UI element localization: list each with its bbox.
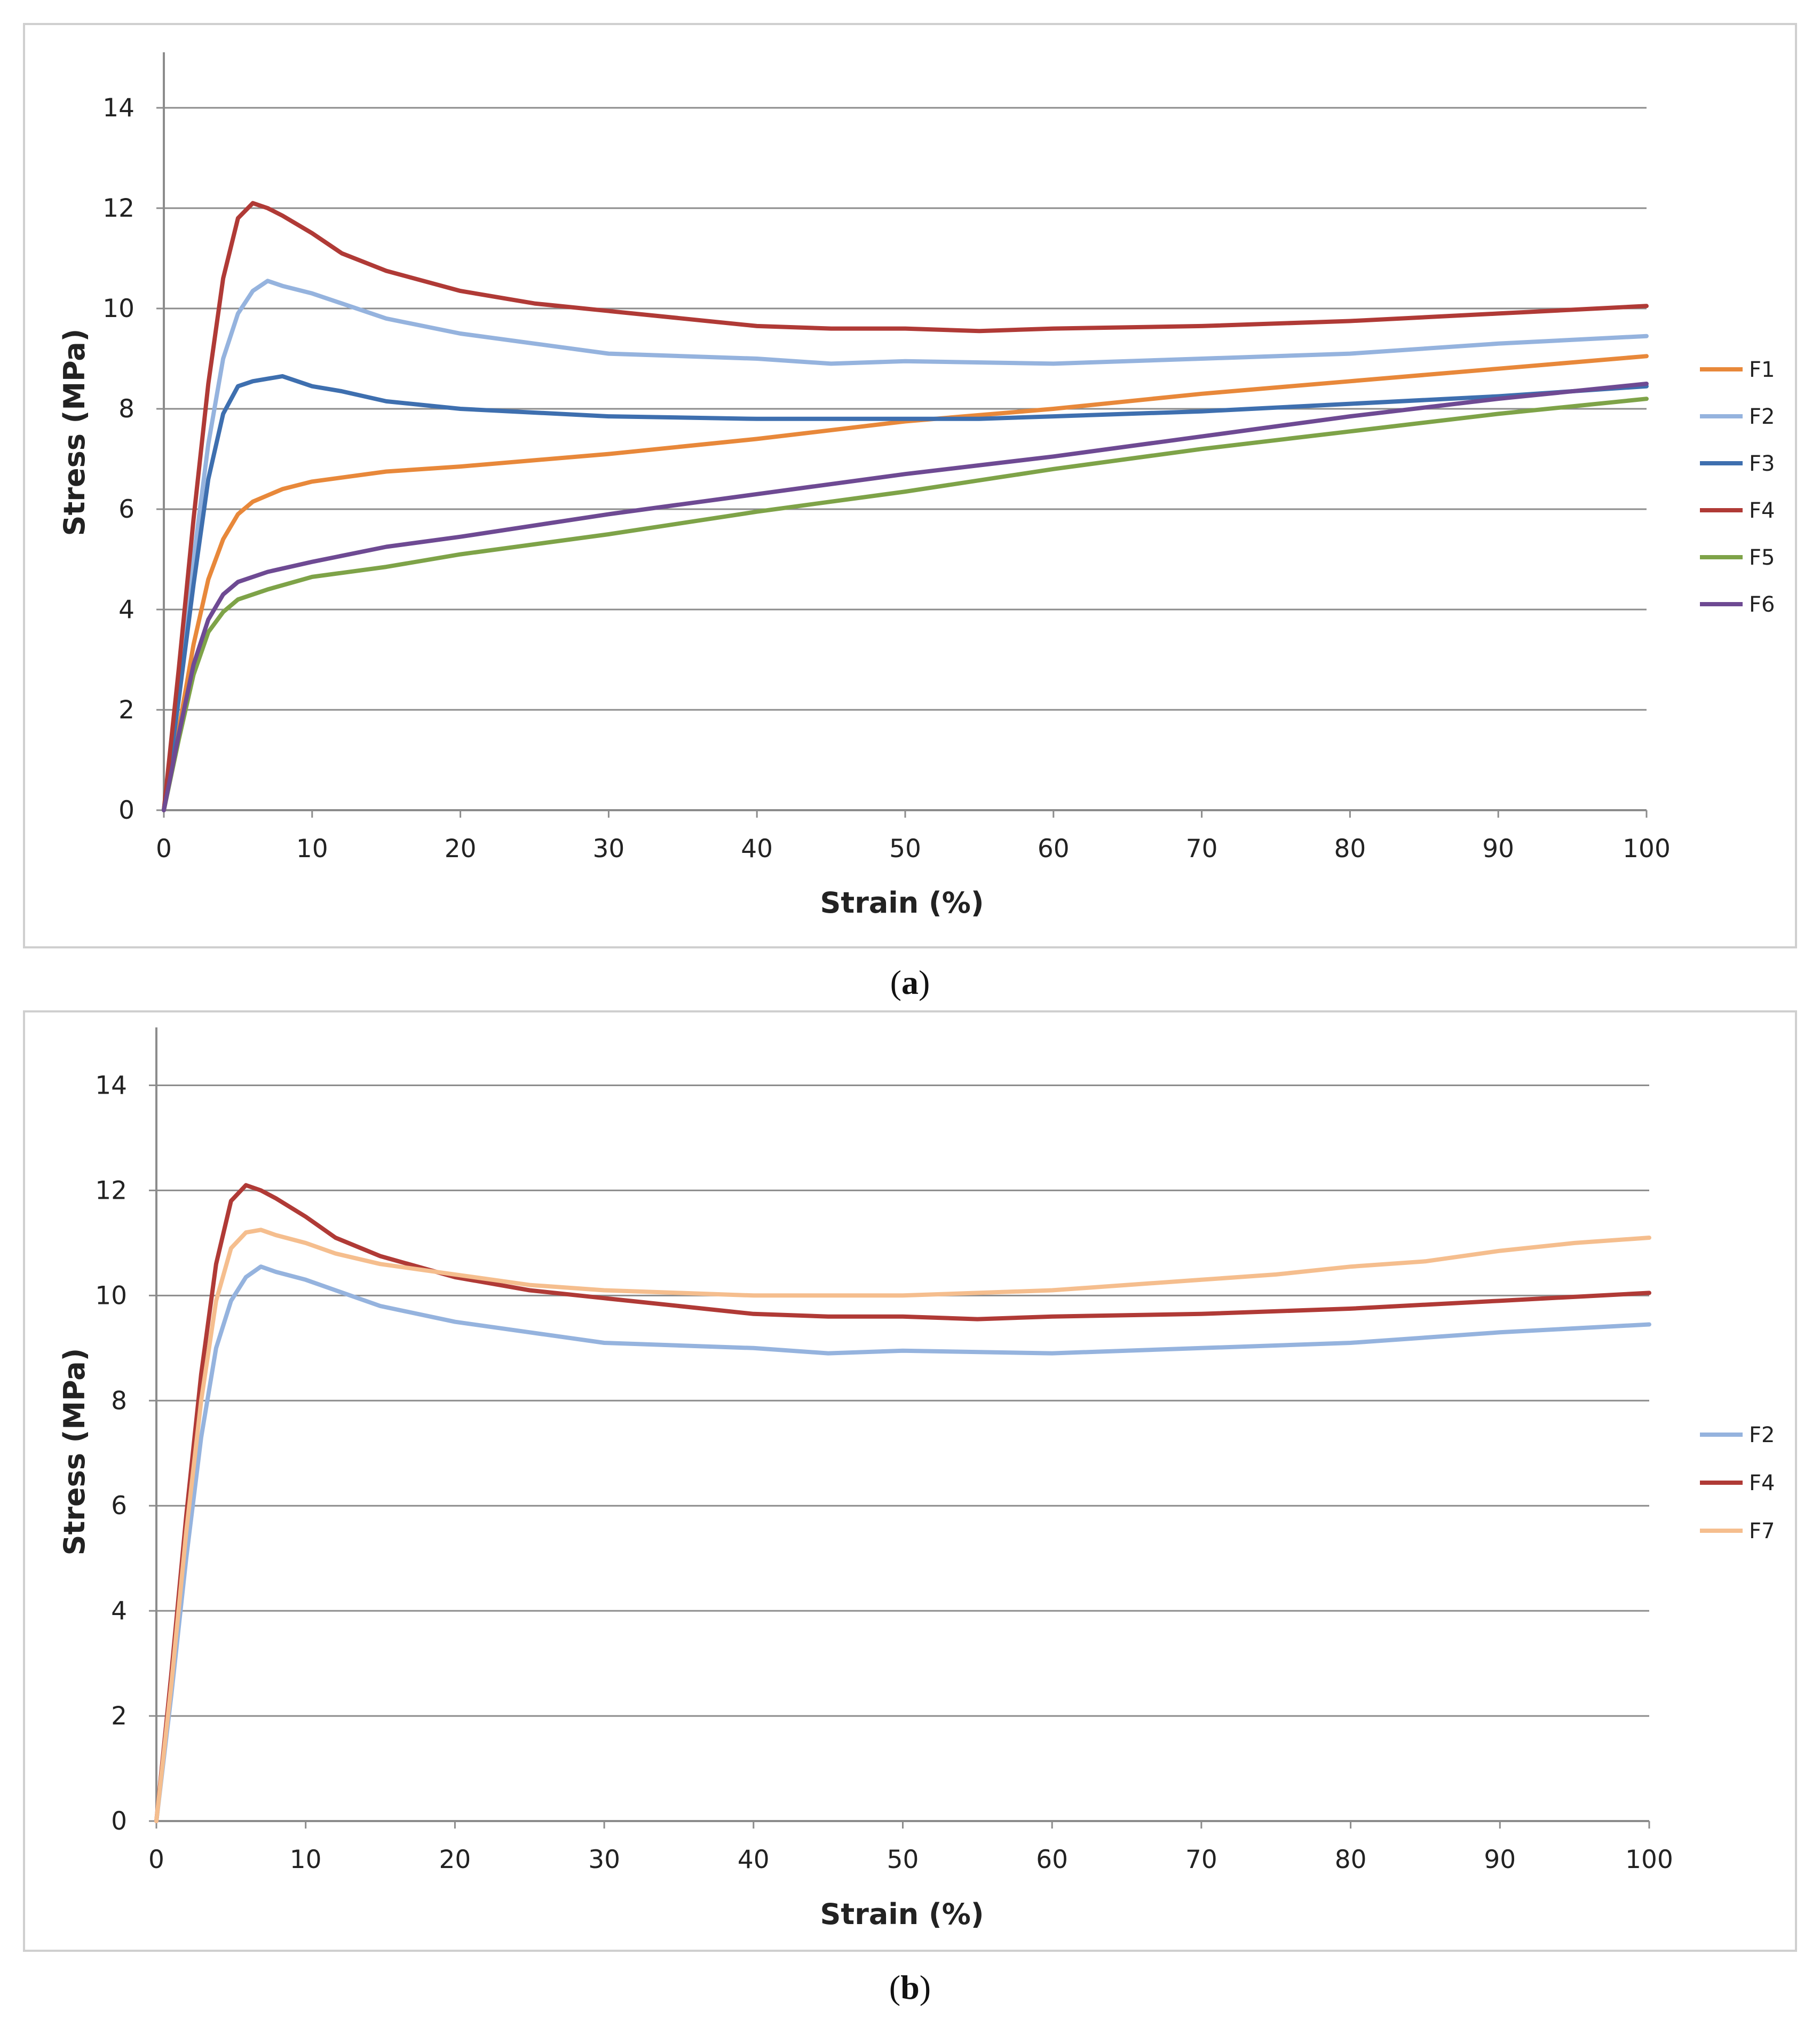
panel-a-series-line-f2 [162, 279, 1649, 812]
panel-a-series-line-f5 [162, 397, 1649, 812]
panel-b-y-tick-label: 10 [95, 1281, 127, 1310]
panel-a-series [162, 201, 1649, 812]
panel-a-series-line-f6 [162, 382, 1649, 812]
panel-b-axes [149, 1027, 1650, 1829]
panel-a-y-tick-label: 12 [102, 194, 134, 223]
panel-a-caption: (a) [890, 963, 930, 1001]
panel-b: 0 2 4 6 8 10 12 14 0 10 20 30 40 50 60 70 80 90 100 Strain… [23, 1010, 1797, 1952]
panel-b-tick-labels: 0 2 4 6 8 10 12 14 0 10 20 30 40 50 60 70 80 90 100 [95, 1071, 1673, 1874]
panel-a-x-tick-label: 30 [592, 834, 624, 864]
panel-a-x-tick-label: 10 [296, 834, 328, 864]
panel-b-series [154, 1183, 1651, 1823]
panel-b-y-axis-title: Stress (MPa) [58, 1348, 91, 1556]
panel-b-y-tick-label: 14 [95, 1071, 127, 1100]
panel-a-frame [23, 23, 1797, 948]
panel-a-legend-label-f4: F4 [1749, 498, 1775, 523]
panel-a-series-line-f1 [162, 354, 1649, 812]
panel-a-gridlines [164, 107, 1647, 711]
panel-a-x-tick-label: 60 [1038, 834, 1070, 864]
panel-b-x-tick-label: 20 [439, 1845, 471, 1874]
panel-a-y-tick-label: 8 [118, 394, 134, 424]
panel-a-x-tick-label: 0 [156, 834, 172, 864]
panel-a-series-line-f4 [162, 201, 1649, 812]
panel-b-series-line-f4 [154, 1183, 1651, 1823]
panel-a-x-tick-label: 100 [1623, 834, 1671, 864]
panel-a-x-tick-label: 20 [445, 834, 477, 864]
panel-a-tick-labels: 0 2 4 6 8 10 12 14 0 10 20 30 40 50 60 70 80 90 100 [102, 93, 1671, 864]
panel-b-legend-label-f4: F4 [1749, 1471, 1775, 1495]
panel-b-legend-label-f7: F7 [1749, 1519, 1775, 1544]
panel-b-y-tick-label: 6 [111, 1491, 127, 1521]
panel-a-y-axis-title: Stress (MPa) [58, 329, 91, 536]
panel-a-y-tick-label: 10 [102, 294, 134, 323]
panel-a-y-tick-label: 6 [118, 495, 134, 524]
panel-b-x-tick-label: 10 [290, 1845, 322, 1874]
panel-b-y-tick-label: 0 [111, 1807, 127, 1836]
panel-b-x-tick-label: 30 [588, 1845, 620, 1874]
panel-a-x-tick-label: 80 [1334, 834, 1366, 864]
panel-b-y-tick-label: 12 [95, 1176, 127, 1205]
panel-b-caption-letter: b [900, 1968, 920, 2006]
panel-b-legend: F2 F4 F7 [1700, 1423, 1775, 1544]
panel-b-x-tick-label: 90 [1484, 1845, 1516, 1874]
panel-b-y-tick-label: 4 [111, 1596, 127, 1626]
panel-a-y-tick-label: 14 [102, 93, 134, 123]
panel-b-x-tick-label: 70 [1185, 1845, 1217, 1874]
panel-a-x-tick-label: 40 [741, 834, 773, 864]
panel-a: 0 2 4 6 8 10 12 14 0 10 20 30 40 50 60 70 80 90 100 Strain… [23, 23, 1797, 948]
panel-b-x-tick-label: 40 [738, 1845, 770, 1874]
panel-b-x-tick-label: 60 [1036, 1845, 1068, 1874]
panel-a-legend-label-f6: F6 [1749, 592, 1775, 617]
panel-a-legend-label-f3: F3 [1749, 452, 1775, 476]
panel-a-x-tick-label: 50 [889, 834, 921, 864]
panel-a-y-tick-label: 2 [118, 695, 134, 725]
panel-a-caption-letter: a [901, 963, 919, 1001]
panel-b-x-axis-title: Strain (%) [820, 1897, 984, 1931]
panel-b-legend-label-f2: F2 [1749, 1423, 1775, 1447]
panel-a-x-axis-title: Strain (%) [820, 886, 984, 920]
panel-a-y-tick-label: 0 [118, 796, 134, 825]
panel-a-x-tick-label: 70 [1186, 834, 1218, 864]
panel-b-series-line-f2 [154, 1264, 1651, 1823]
panel-a-x-tick-label: 90 [1482, 834, 1514, 864]
panel-b-x-tick-label: 50 [887, 1845, 919, 1874]
panel-a-legend-label-f2: F2 [1749, 405, 1775, 429]
panel-b-x-tick-label: 80 [1335, 1845, 1367, 1874]
panel-b-series-line-f7 [154, 1228, 1651, 1823]
panel-b-frame [23, 1010, 1797, 1952]
panel-b-caption: (b) [889, 1968, 931, 2006]
panel-a-legend-label-f1: F1 [1749, 358, 1775, 382]
panel-a-series-line-f3 [162, 374, 1649, 812]
panel-b-y-tick-label: 2 [111, 1702, 127, 1731]
panel-a-y-tick-label: 4 [118, 595, 134, 624]
panel-b-x-tick-label: 0 [148, 1845, 164, 1874]
panel-b-gridlines [156, 1084, 1649, 1717]
panel-b-y-tick-label: 8 [111, 1386, 127, 1415]
panel-a-legend: F1 F2 F3 F4 F5 F6 [1700, 358, 1775, 617]
panel-b-x-tick-label: 100 [1625, 1845, 1673, 1874]
panel-a-legend-label-f5: F5 [1749, 545, 1775, 570]
panel-a-axes [156, 52, 1648, 818]
